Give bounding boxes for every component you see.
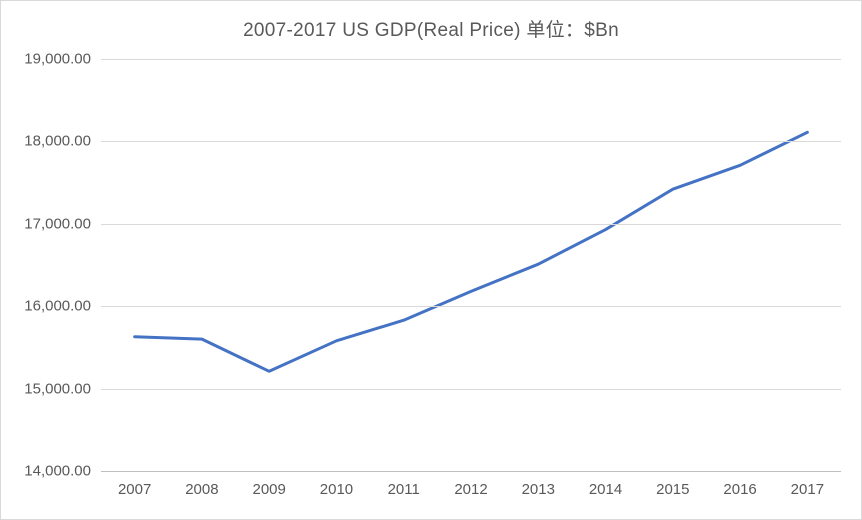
y-gridline [101,141,841,142]
x-tick-label: 2012 [454,471,487,498]
chart-frame: 2007-2017 US GDP(Real Price) 单位：$Bn 14,0… [0,0,862,520]
y-gridline [101,306,841,307]
y-tick-label: 16,000.00 [24,298,101,315]
x-tick-label: 2013 [522,471,555,498]
x-tick-label: 2008 [185,471,218,498]
series-line [135,132,808,371]
x-tick-label: 2011 [388,471,420,498]
plot-area: 14,000.0015,000.0016,000.0017,000.0018,0… [101,59,841,471]
line-layer [101,59,841,471]
x-tick-label: 2017 [791,471,824,498]
x-tick-label: 2010 [320,471,353,498]
x-tick-label: 2015 [656,471,689,498]
y-gridline [101,59,841,60]
x-tick-label: 2016 [723,471,756,498]
y-tick-label: 18,000.00 [24,133,101,150]
x-tick-label: 2007 [118,471,151,498]
x-tick-label: 2009 [252,471,285,498]
y-tick-label: 15,000.00 [24,380,101,397]
y-gridline [101,224,841,225]
y-tick-label: 17,000.00 [24,215,101,232]
y-tick-label: 19,000.00 [24,51,101,68]
chart-title: 2007-2017 US GDP(Real Price) 单位：$Bn [1,15,861,42]
y-tick-label: 14,000.00 [24,463,101,480]
y-gridline [101,389,841,390]
x-tick-label: 2014 [589,471,622,498]
